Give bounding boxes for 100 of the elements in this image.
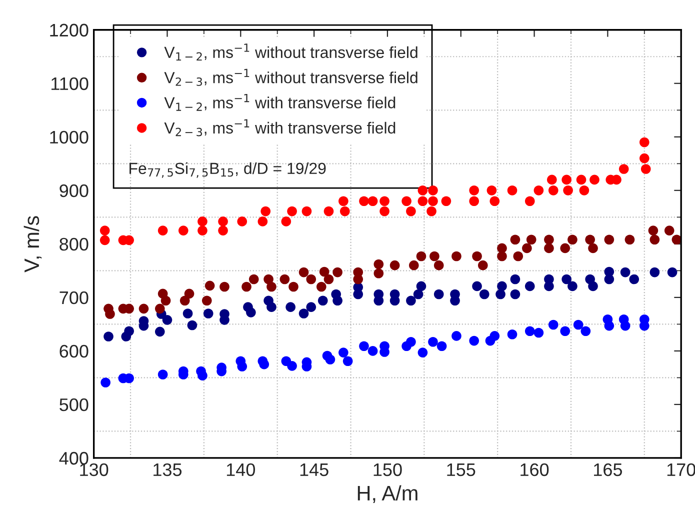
point <box>441 196 452 206</box>
point <box>124 326 134 336</box>
point <box>160 296 171 306</box>
point <box>650 234 660 245</box>
point <box>338 348 348 358</box>
point <box>510 289 520 300</box>
point <box>178 226 188 236</box>
x-tick-label: 165 <box>594 463 622 476</box>
point <box>620 320 630 331</box>
point <box>588 281 598 292</box>
point <box>478 260 488 270</box>
point <box>374 296 384 306</box>
point <box>258 216 268 226</box>
point <box>418 196 428 206</box>
point <box>639 153 650 164</box>
point <box>604 274 614 284</box>
y-tick-label: 600 <box>60 344 88 358</box>
point <box>510 234 520 245</box>
point <box>266 282 276 292</box>
point <box>353 289 364 300</box>
point <box>218 216 228 226</box>
point <box>469 336 479 346</box>
point <box>436 341 447 352</box>
point <box>324 206 334 216</box>
point <box>203 308 214 318</box>
point <box>368 196 378 206</box>
point <box>469 196 479 206</box>
point <box>667 267 678 278</box>
point <box>434 289 444 300</box>
point <box>590 174 600 185</box>
point <box>338 196 348 206</box>
point <box>280 274 290 284</box>
point <box>220 282 230 292</box>
point <box>562 174 572 185</box>
point <box>402 196 412 206</box>
point <box>218 226 228 236</box>
point <box>154 304 165 314</box>
point <box>546 174 557 185</box>
point <box>585 234 595 245</box>
x-tick-label: 150 <box>374 463 402 476</box>
point <box>428 336 438 347</box>
point <box>450 296 460 306</box>
point <box>426 206 436 216</box>
legend-label: V$_{2−3}$, ms$^{−1}$ without transverse field <box>164 68 418 86</box>
point <box>104 332 114 342</box>
point <box>332 296 342 306</box>
point <box>380 206 390 216</box>
x-tick-label: 130 <box>80 463 108 476</box>
point <box>576 174 586 185</box>
point <box>287 206 297 216</box>
point <box>428 196 438 206</box>
point <box>496 289 506 300</box>
point <box>266 302 276 312</box>
point <box>332 267 342 278</box>
point <box>242 282 252 292</box>
x-tick-label: 155 <box>447 464 476 476</box>
point <box>604 320 614 331</box>
point <box>298 267 309 278</box>
point <box>198 370 208 380</box>
point <box>650 267 660 278</box>
point <box>325 354 336 364</box>
point <box>237 362 248 372</box>
point <box>418 348 428 358</box>
point <box>408 260 419 270</box>
point <box>620 267 630 278</box>
point <box>490 331 500 341</box>
point <box>318 296 328 306</box>
point <box>588 243 598 254</box>
y-tick-label: 1000 <box>50 130 88 144</box>
point <box>353 274 364 284</box>
point <box>672 234 682 245</box>
point <box>573 320 584 330</box>
point <box>568 281 578 292</box>
point <box>287 361 297 371</box>
point <box>486 186 497 196</box>
point <box>342 356 353 366</box>
point <box>469 186 479 196</box>
point <box>359 341 369 352</box>
point <box>162 315 172 325</box>
point <box>182 308 193 318</box>
point <box>490 196 500 206</box>
point <box>534 186 544 196</box>
x-tick-label: 145 <box>300 464 328 476</box>
point <box>319 266 330 277</box>
point <box>513 251 524 262</box>
point <box>368 346 378 356</box>
point <box>198 226 208 236</box>
point <box>507 329 518 340</box>
point <box>562 274 572 284</box>
y-tick-label: 1100 <box>52 77 88 90</box>
y-tick-label: 400 <box>59 452 88 465</box>
y-tick-label: 500 <box>60 398 88 412</box>
point <box>452 331 462 341</box>
point <box>524 326 535 336</box>
point <box>624 234 635 245</box>
point <box>507 186 518 196</box>
point <box>524 196 535 206</box>
point <box>154 326 165 337</box>
point <box>324 274 334 284</box>
point <box>452 251 462 262</box>
